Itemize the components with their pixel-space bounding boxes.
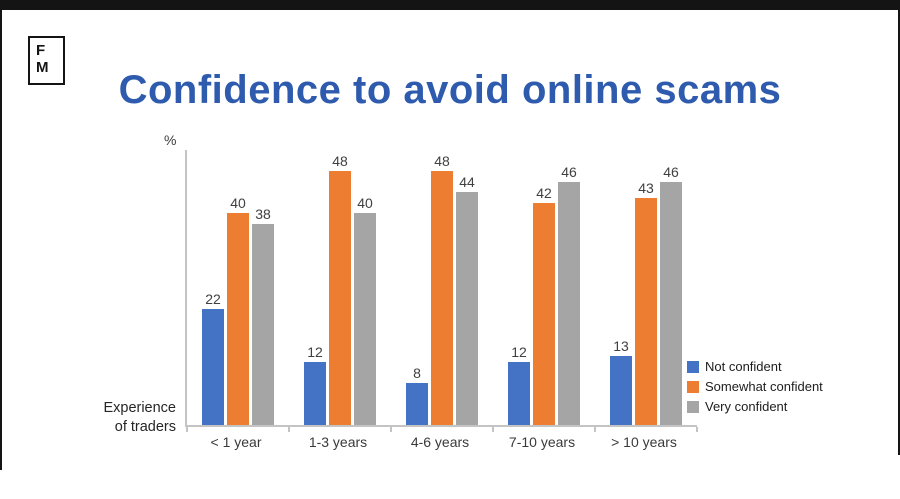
bar-column: 12 bbox=[304, 344, 326, 425]
category-label: 1-3 years bbox=[308, 434, 368, 450]
legend-swatch bbox=[687, 380, 699, 393]
x-axis-title: Experience of traders bbox=[34, 399, 176, 437]
fm-logo-letter-m: M bbox=[36, 59, 49, 77]
bar-column: 22 bbox=[202, 291, 224, 425]
bar-value-label: 22 bbox=[205, 291, 221, 307]
category-labels: < 1 year 1-3 years 4-6 years 7-10 years > 10… bbox=[185, 434, 695, 450]
legend-label: Very confident bbox=[705, 399, 788, 414]
bar-value-label: 40 bbox=[230, 195, 246, 211]
legend-label: Somewhat confident bbox=[705, 379, 823, 394]
legend-swatch bbox=[687, 360, 699, 373]
fm-logo: F M bbox=[28, 36, 65, 85]
legend-swatch bbox=[687, 400, 699, 413]
chart-title: Confidence to avoid online scams bbox=[118, 68, 782, 112]
bar-very-confident bbox=[252, 224, 274, 425]
bar-value-label: 40 bbox=[357, 195, 373, 211]
bar-group: 13 43 46 bbox=[610, 164, 682, 425]
legend-item: Somewhat confident bbox=[687, 379, 823, 394]
bar-very-confident bbox=[456, 192, 478, 425]
bar-value-label: 12 bbox=[307, 344, 323, 360]
bar-value-label: 13 bbox=[613, 338, 629, 354]
top-border-bar bbox=[0, 0, 900, 10]
bar-column: 42 bbox=[533, 185, 555, 425]
legend-label: Not confident bbox=[705, 359, 782, 374]
x-axis-title-line1: Experience bbox=[103, 400, 176, 416]
bar-very-confident bbox=[354, 213, 376, 425]
bar-column: 8 bbox=[406, 365, 428, 425]
bar-somewhat-confident bbox=[431, 171, 453, 425]
legend: Not confident Somewhat confident Very conf… bbox=[687, 359, 823, 414]
bar-value-label: 48 bbox=[332, 153, 348, 169]
category-label: 4-6 years bbox=[410, 434, 470, 450]
fm-logo-letter-f: F bbox=[36, 42, 46, 59]
bar-not-confident bbox=[610, 356, 632, 425]
x-axis-title-line2: of traders bbox=[114, 418, 176, 435]
right-border-line bbox=[898, 10, 900, 455]
bar-value-label: 43 bbox=[638, 180, 654, 196]
bar-column: 46 bbox=[558, 164, 580, 425]
bar-not-confident bbox=[304, 362, 326, 425]
bar-column: 40 bbox=[354, 195, 376, 425]
bar-somewhat-confident bbox=[635, 198, 657, 425]
category-label: > 10 years bbox=[611, 434, 677, 450]
y-axis-unit-label: % bbox=[164, 132, 177, 148]
bar-not-confident bbox=[508, 362, 530, 425]
bar-not-confident bbox=[202, 309, 224, 425]
bar-group: 12 42 46 bbox=[508, 164, 580, 425]
bar-very-confident bbox=[660, 182, 682, 425]
x-axis-tick bbox=[186, 427, 188, 432]
legend-item: Very confident bbox=[687, 399, 823, 414]
bar-groups: 22 40 38 12 48 40 8 48 44 12 42 46 13 43 46 bbox=[187, 150, 697, 425]
x-axis-tick bbox=[288, 427, 290, 432]
bar-column: 12 bbox=[508, 344, 530, 425]
bar-group: 8 48 44 bbox=[406, 153, 478, 425]
bar-value-label: 38 bbox=[255, 206, 271, 222]
bar-somewhat-confident bbox=[533, 203, 555, 425]
legend-item: Not confident bbox=[687, 359, 823, 374]
x-axis-tick bbox=[594, 427, 596, 432]
bar-somewhat-confident bbox=[329, 171, 351, 425]
bar-value-label: 46 bbox=[561, 164, 577, 180]
category-label: < 1 year bbox=[210, 434, 262, 450]
category-label: 7-10 years bbox=[508, 434, 576, 450]
bar-group: 12 48 40 bbox=[304, 153, 376, 425]
bar-value-label: 46 bbox=[663, 164, 679, 180]
bar-not-confident bbox=[406, 383, 428, 425]
left-border-line bbox=[0, 10, 2, 470]
bar-value-label: 42 bbox=[536, 185, 552, 201]
x-axis-tick bbox=[696, 427, 698, 432]
x-axis-tick bbox=[492, 427, 494, 432]
bar-column: 48 bbox=[329, 153, 351, 425]
bar-column: 43 bbox=[635, 180, 657, 425]
bar-value-label: 8 bbox=[413, 365, 421, 381]
bar-group: 22 40 38 bbox=[202, 195, 274, 425]
bar-column: 38 bbox=[252, 206, 274, 425]
x-axis-tick bbox=[390, 427, 392, 432]
bar-column: 40 bbox=[227, 195, 249, 425]
bar-column: 46 bbox=[660, 164, 682, 425]
bar-column: 13 bbox=[610, 338, 632, 425]
bar-column: 44 bbox=[456, 174, 478, 425]
bar-value-label: 48 bbox=[434, 153, 450, 169]
bar-column: 48 bbox=[431, 153, 453, 425]
bar-value-label: 12 bbox=[511, 344, 527, 360]
bar-very-confident bbox=[558, 182, 580, 425]
bar-somewhat-confident bbox=[227, 213, 249, 425]
plot-area: 22 40 38 12 48 40 8 48 44 12 42 46 13 43 46 bbox=[185, 150, 698, 432]
bar-value-label: 44 bbox=[459, 174, 475, 190]
